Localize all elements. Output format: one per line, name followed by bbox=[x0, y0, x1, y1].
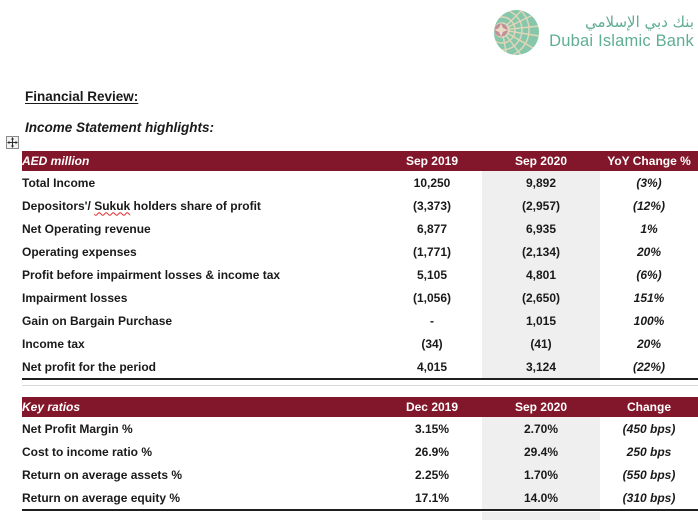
table-row: Profit before impairment losses & income… bbox=[22, 263, 698, 286]
row-label: Depositors'/ Sukuk holders share of prof… bbox=[22, 198, 261, 213]
change-cell: (12%) bbox=[632, 198, 665, 213]
column-header-aed-million: AED million bbox=[22, 151, 382, 171]
value-cell: (1,771) bbox=[412, 244, 452, 259]
highlighted-value-cell: (41) bbox=[482, 332, 600, 355]
change-cell: 100% bbox=[633, 313, 665, 328]
table-row: Impairment losses (1,056) (2,650) 151% bbox=[22, 286, 698, 309]
change-cell: 20% bbox=[636, 244, 662, 259]
table-row: Total Income 10,250 9,892 (3%) bbox=[22, 171, 698, 194]
value-cell: - bbox=[430, 313, 434, 328]
change-cell: (550 bps) bbox=[622, 467, 676, 482]
dib-logo-text: بنك دبي الإسلامي Dubai Islamic Bank bbox=[549, 14, 694, 50]
change-cell: (6%) bbox=[636, 267, 662, 282]
row-label: Net profit for the period bbox=[22, 359, 156, 374]
table-row: Net Operating revenue 6,877 6,935 1% bbox=[22, 217, 698, 240]
value-cell: 6,877 bbox=[416, 221, 448, 236]
ratios-table-header-row: Key ratios Dec 2019 Sep 2020 Change bbox=[22, 397, 698, 417]
row-label: Profit before impairment losses & income… bbox=[22, 267, 281, 282]
row-label: Return on average equity % bbox=[22, 490, 181, 505]
row-label: Total Income bbox=[22, 175, 96, 190]
row-label: Net Operating revenue bbox=[22, 221, 151, 236]
column-header-yoy-change: YoY Change % bbox=[600, 151, 698, 171]
value-cell: (3,373) bbox=[412, 198, 452, 213]
row-label: Cost to income ratio % bbox=[22, 444, 153, 459]
table-row: Gain on Bargain Purchase - 1,015 100% bbox=[22, 309, 698, 332]
highlighted-value-cell: (2,134) bbox=[482, 240, 600, 263]
table-row: Return on average equity % 17.1% 14.0% (310… bbox=[22, 486, 698, 510]
table-row: Depositors'/ Sukuk holders share of prof… bbox=[22, 194, 698, 217]
row-label: Impairment losses bbox=[22, 290, 128, 305]
dib-globe-icon bbox=[494, 10, 540, 55]
change-cell: (3%) bbox=[636, 175, 662, 190]
logo-english-name: Dubai Islamic Bank bbox=[549, 31, 694, 50]
change-cell: 151% bbox=[633, 290, 665, 305]
change-cell: 1% bbox=[640, 221, 658, 236]
highlighted-value-cell: 3,124 bbox=[482, 355, 600, 379]
income-statement-table: AED million Sep 2019 Sep 2020 YoY Change… bbox=[22, 151, 698, 380]
value-cell: 17.1% bbox=[414, 490, 450, 505]
table-row: Income tax (34) (41) 20% bbox=[22, 332, 698, 355]
income-table-header-row: AED million Sep 2019 Sep 2020 YoY Change… bbox=[22, 151, 698, 171]
page-title: Financial Review: bbox=[25, 89, 139, 104]
key-ratios-table: Key ratios Dec 2019 Sep 2020 Change Net … bbox=[22, 397, 698, 511]
misspelled-word: Sukuk bbox=[94, 198, 131, 213]
highlighted-value-cell: 2.70% bbox=[482, 417, 600, 440]
value-cell: 3.15% bbox=[414, 421, 450, 436]
change-cell: (22%) bbox=[632, 359, 665, 374]
highlighted-value-cell: 6,935 bbox=[482, 217, 600, 240]
column-header-sep-2020: Sep 2020 bbox=[482, 397, 600, 417]
table-row: Cost to income ratio % 26.9% 29.4% 250 bps bbox=[22, 440, 698, 463]
value-cell: (34) bbox=[421, 336, 443, 351]
highlighted-value-cell: 1.70% bbox=[482, 463, 600, 486]
row-label: Income tax bbox=[22, 336, 85, 351]
table-row: Net profit for the period 4,015 3,124 (22%) bbox=[22, 355, 698, 379]
value-cell: 5,105 bbox=[416, 267, 448, 282]
table-row: Operating expenses (1,771) (2,134) 20% bbox=[22, 240, 698, 263]
highlighted-value-cell: 1,015 bbox=[482, 309, 600, 332]
column-header-key-ratios: Key ratios bbox=[22, 397, 382, 417]
highlighted-value-cell: (2,650) bbox=[482, 286, 600, 309]
column-header-sep-2019: Sep 2019 bbox=[382, 151, 482, 171]
table-divider-line bbox=[22, 385, 698, 386]
value-cell: 26.9% bbox=[414, 444, 450, 459]
change-cell: 250 bps bbox=[626, 444, 672, 459]
change-cell: (310 bps) bbox=[622, 490, 676, 505]
dib-logo: بنك دبي الإسلامي Dubai Islamic Bank bbox=[493, 9, 694, 56]
value-cell: 4,015 bbox=[416, 359, 448, 374]
column-header-change: Change bbox=[600, 397, 698, 417]
section-heading: Income Statement highlights: bbox=[25, 120, 215, 135]
highlighted-value-cell: (2,957) bbox=[482, 194, 600, 217]
column-header-sep-2020: Sep 2020 bbox=[482, 151, 600, 171]
logo-arabic-name: بنك دبي الإسلامي bbox=[584, 13, 694, 32]
row-label: Return on average assets % bbox=[22, 467, 183, 482]
value-cell: 2.25% bbox=[414, 467, 450, 482]
change-cell: (450 bps) bbox=[622, 421, 676, 436]
highlighted-value-cell: 9,892 bbox=[482, 171, 600, 194]
move-arrows-icon bbox=[7, 137, 18, 148]
highlighted-value-cell: 14.0% bbox=[482, 486, 600, 510]
change-cell: 20% bbox=[636, 336, 662, 351]
value-cell: 10,250 bbox=[413, 175, 451, 190]
row-label: Operating expenses bbox=[22, 244, 137, 259]
table-row: Return on average assets % 2.25% 1.70% (550… bbox=[22, 463, 698, 486]
value-cell: (1,056) bbox=[412, 290, 452, 305]
highlighted-value-cell: 4,801 bbox=[482, 263, 600, 286]
table-row: Net Profit Margin % 3.15% 2.70% (450 bps) bbox=[22, 417, 698, 440]
highlight-column-tail bbox=[482, 512, 600, 520]
row-label: Gain on Bargain Purchase bbox=[22, 313, 173, 328]
highlighted-value-cell: 29.4% bbox=[482, 440, 600, 463]
column-header-dec-2019: Dec 2019 bbox=[382, 397, 482, 417]
row-label: Net Profit Margin % bbox=[22, 421, 133, 436]
table-move-handle-icon[interactable] bbox=[6, 136, 19, 149]
